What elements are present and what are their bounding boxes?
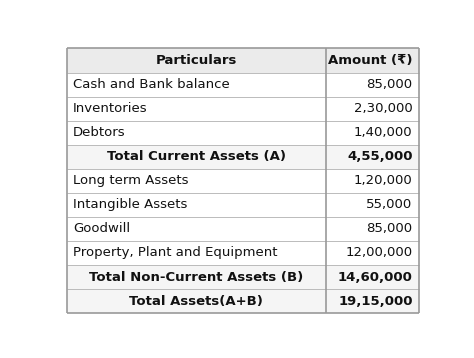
Bar — [66, 241, 419, 265]
Bar — [66, 289, 419, 313]
Text: Goodwill: Goodwill — [73, 222, 130, 236]
Text: Amount (₹): Amount (₹) — [328, 54, 413, 67]
Bar — [66, 217, 419, 241]
Text: Total Current Assets (A): Total Current Assets (A) — [107, 150, 286, 163]
Bar — [66, 121, 419, 145]
Bar — [66, 48, 419, 73]
Bar — [66, 265, 419, 289]
Bar — [66, 97, 419, 121]
Text: 19,15,000: 19,15,000 — [338, 295, 413, 308]
Bar — [66, 169, 419, 193]
Bar — [66, 193, 419, 217]
Text: 12,00,000: 12,00,000 — [346, 246, 413, 260]
Bar — [66, 73, 419, 97]
Text: 55,000: 55,000 — [366, 198, 413, 211]
Text: Property, Plant and Equipment: Property, Plant and Equipment — [73, 246, 278, 260]
Bar — [66, 145, 419, 169]
Text: 14,60,000: 14,60,000 — [338, 271, 413, 284]
Text: 2,30,000: 2,30,000 — [354, 102, 413, 115]
Text: Total Non-Current Assets (B): Total Non-Current Assets (B) — [89, 271, 303, 284]
Text: 1,20,000: 1,20,000 — [354, 174, 413, 187]
Text: 85,000: 85,000 — [366, 222, 413, 236]
Text: Cash and Bank balance: Cash and Bank balance — [73, 78, 230, 91]
Text: 85,000: 85,000 — [366, 78, 413, 91]
Text: Debtors: Debtors — [73, 126, 126, 139]
Text: Intangible Assets: Intangible Assets — [73, 198, 188, 211]
Text: Inventories: Inventories — [73, 102, 148, 115]
Text: Long term Assets: Long term Assets — [73, 174, 189, 187]
Text: Total Assets(A+B): Total Assets(A+B) — [129, 295, 263, 308]
Text: 4,55,000: 4,55,000 — [347, 150, 413, 163]
Text: Particulars: Particulars — [155, 54, 237, 67]
Text: 1,40,000: 1,40,000 — [354, 126, 413, 139]
